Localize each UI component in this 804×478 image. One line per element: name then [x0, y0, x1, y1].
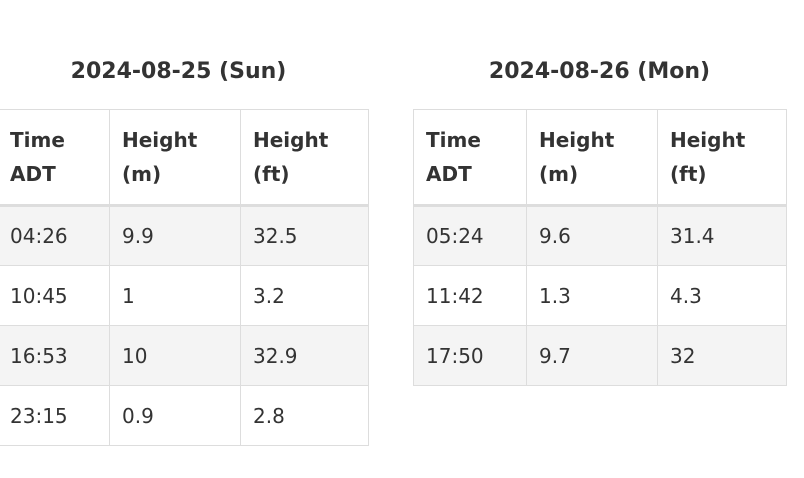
cell-time: 23:15: [0, 385, 110, 446]
table-row: 23:15 0.9 2.8: [0, 385, 369, 446]
column-header-height-m: Height (m): [109, 109, 241, 207]
cell-height-m: 0.9: [109, 385, 241, 446]
cell-time: 10:45: [0, 265, 110, 326]
cell-height-ft: 32.5: [240, 205, 369, 266]
cell-height-ft: 32.9: [240, 325, 369, 386]
cell-height-ft: 2.8: [240, 385, 369, 446]
cell-time: 17:50: [413, 325, 527, 386]
cell-height-m: 9.6: [526, 205, 658, 266]
cell-time: 04:26: [0, 205, 110, 266]
cell-height-m: 10: [109, 325, 241, 386]
cell-height-ft: 31.4: [657, 205, 787, 266]
cell-height-ft: 3.2: [240, 265, 369, 326]
cell-time: 16:53: [0, 325, 110, 386]
cell-height-m: 9.9: [109, 205, 241, 266]
table-header-row: Time ADT Height (m) Height (ft): [413, 109, 787, 207]
column-header-time: Time ADT: [0, 109, 110, 207]
cell-time: 05:24: [413, 205, 527, 266]
table-row: 04:26 9.9 32.5: [0, 205, 369, 266]
column-header-time: Time ADT: [413, 109, 527, 207]
cell-height-m: 1: [109, 265, 241, 326]
tide-day-2024-08-26: 2024-08-26 (Mon) Time ADT Height (m) Heigh…: [413, 55, 787, 386]
column-header-height-m: Height (m): [526, 109, 658, 207]
tide-table: Time ADT Height (m) Height (ft) 05:24 9.6 3…: [413, 109, 787, 386]
tide-day-2024-08-25: 2024-08-25 (Sun) Time ADT Height (m) Heigh…: [0, 55, 369, 446]
cell-height-m: 9.7: [526, 325, 658, 386]
table-row: 11:42 1.3 4.3: [413, 265, 787, 326]
cell-height-ft: 32: [657, 325, 787, 386]
column-header-height-ft: Height (ft): [657, 109, 787, 207]
table-row: 17:50 9.7 32: [413, 325, 787, 386]
cell-height-m: 1.3: [526, 265, 658, 326]
tide-table: Time ADT Height (m) Height (ft) 04:26 9.9 3…: [0, 109, 369, 446]
day-title: 2024-08-25 (Sun): [70, 59, 287, 84]
table-header-row: Time ADT Height (m) Height (ft): [0, 109, 369, 207]
column-header-height-ft: Height (ft): [240, 109, 369, 207]
table-row: 16:53 10 32.9: [0, 325, 369, 386]
table-row: 10:45 1 3.2: [0, 265, 369, 326]
table-row: 05:24 9.6 31.4: [413, 205, 787, 266]
cell-height-ft: 4.3: [657, 265, 787, 326]
day-title: 2024-08-26 (Mon): [488, 59, 711, 84]
cell-time: 11:42: [413, 265, 527, 326]
